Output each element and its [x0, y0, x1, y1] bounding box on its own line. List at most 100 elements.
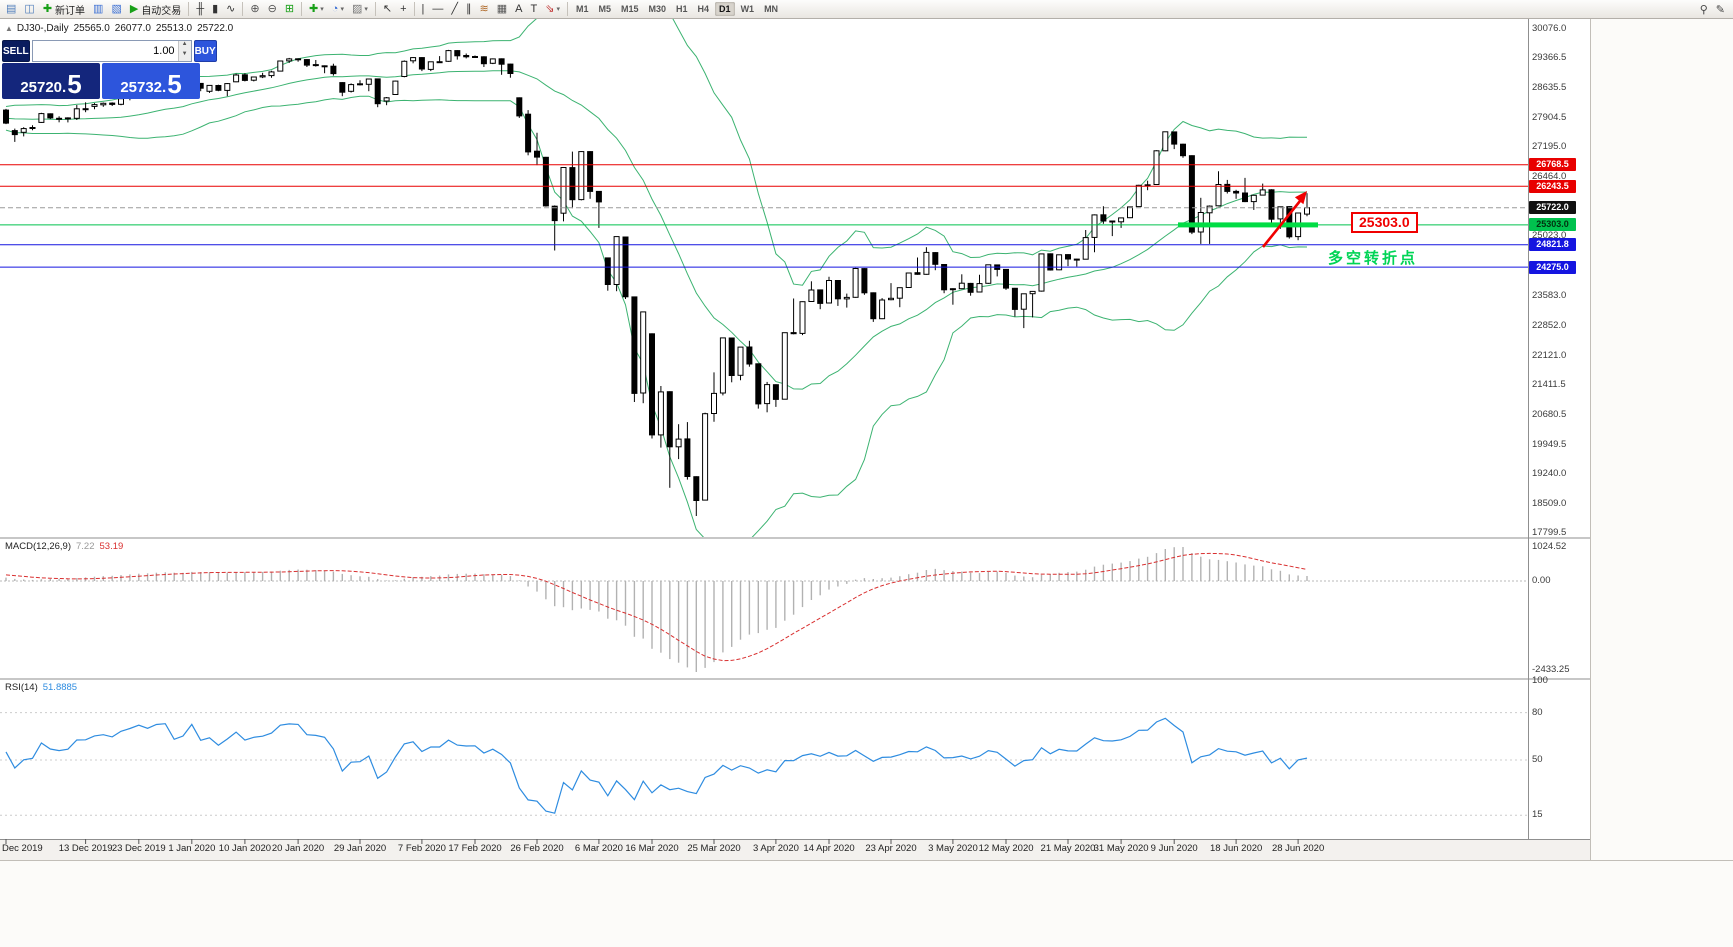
- chart-canvas[interactable]: [0, 0, 1733, 862]
- timeframe-m1-button[interactable]: M1: [575, 4, 589, 14]
- label-icon[interactable]: T: [527, 1, 540, 17]
- candle-down: [463, 55, 470, 58]
- candle-down: [1109, 220, 1116, 223]
- candle-up: [1135, 184, 1142, 208]
- support-thick-line[interactable]: [1178, 222, 1318, 228]
- candle-up: [923, 251, 930, 275]
- line-chart-icon[interactable]: ∿: [223, 1, 238, 17]
- candle-up: [268, 71, 275, 77]
- arrows-dropdown-arrow[interactable]: ▾: [556, 6, 560, 13]
- candle-down: [516, 97, 523, 117]
- one-click-price-row: 25720. 5 25732. 5: [2, 63, 200, 99]
- price-plot: [3, 19, 1310, 537]
- bar-chart-icon[interactable]: ╫: [193, 1, 207, 17]
- profiles-icon-icon: ▧: [111, 3, 122, 15]
- one-click-collapse-toggle[interactable]: ▲: [5, 24, 13, 33]
- channel-icon[interactable]: ∥: [463, 1, 475, 17]
- candle-down: [330, 65, 337, 75]
- vertical-line-icon[interactable]: |: [419, 1, 428, 17]
- templates-dropdown-arrow[interactable]: ▾: [364, 6, 368, 13]
- edit-icon[interactable]: ✎: [1713, 2, 1728, 18]
- candle-up: [20, 128, 27, 133]
- turning-point-note[interactable]: 多空转折点: [1328, 250, 1419, 267]
- buy-button[interactable]: BUY: [193, 40, 217, 62]
- candle-down: [1171, 131, 1178, 145]
- timeframe-m30-button[interactable]: M30: [648, 4, 667, 14]
- volume-decrease-arrow[interactable]: ▼: [178, 51, 191, 61]
- periods-icon[interactable]: ◔ ▾: [329, 1, 347, 17]
- fibonacci-icon[interactable]: ≋: [477, 1, 492, 17]
- crosshair-icon[interactable]: +: [397, 1, 409, 17]
- search-icon[interactable]: ⚲: [1697, 2, 1711, 18]
- timeframe-w1-button[interactable]: W1: [740, 4, 755, 14]
- charts-list-icon[interactable]: ▥: [90, 1, 106, 17]
- shapes-icon[interactable]: ▦: [494, 1, 510, 17]
- candle-up: [781, 332, 788, 400]
- candle-down: [755, 363, 762, 405]
- candle-up: [118, 98, 124, 105]
- sell-price[interactable]: 25720. 5: [2, 63, 100, 99]
- candle-down: [834, 280, 841, 300]
- timeframe-mn-button[interactable]: MN: [764, 4, 779, 14]
- candle-up: [888, 297, 894, 301]
- candle-up: [1091, 214, 1098, 238]
- candle-up: [1277, 206, 1284, 220]
- one-click-trading-panel: SELL ▲▼ BUY 25720.5 25732.5: [2, 40, 217, 99]
- candle-down: [631, 296, 638, 394]
- horizontal-line-icon[interactable]: —: [429, 1, 446, 17]
- candle-up: [233, 74, 240, 83]
- candle-up: [702, 413, 709, 501]
- up-trend-arrow[interactable]: [1261, 200, 1302, 248]
- candle-up: [1029, 290, 1036, 295]
- zoom-in-icon[interactable]: ⊕: [247, 1, 262, 17]
- chart-window-icon[interactable]: ◫: [21, 1, 37, 17]
- candle-up: [489, 58, 496, 64]
- timeframe-h4-button[interactable]: H4: [697, 4, 710, 14]
- candle-up: [640, 311, 647, 394]
- timeframe-m15-button[interactable]: M15: [620, 4, 639, 14]
- profiles-icon[interactable]: ▧: [108, 1, 124, 17]
- new-order-button[interactable]: ✚ 新订单: [40, 1, 88, 17]
- tile-windows-icon[interactable]: ⊞: [282, 1, 297, 17]
- timeframe-d1-button[interactable]: D1: [715, 2, 735, 16]
- candlestick-chart-icon[interactable]: ▮: [209, 1, 221, 17]
- candle-up: [401, 60, 408, 77]
- templates-icon[interactable]: ▨ ▾: [349, 1, 371, 17]
- candle-up: [286, 58, 293, 62]
- time-axis[interactable]: [0, 840, 1590, 861]
- candle-down: [914, 272, 921, 275]
- zoom-out-icon[interactable]: ⊖: [265, 1, 280, 17]
- candle-down: [109, 102, 116, 105]
- periods-dropdown-arrow[interactable]: ▾: [340, 6, 344, 13]
- auto-trading-button[interactable]: ▶ 自动交易: [127, 1, 184, 17]
- right-empty-panel: [1591, 19, 1733, 860]
- trendline-icon[interactable]: ╱: [448, 1, 461, 17]
- candle-down: [303, 59, 310, 66]
- toolbar-separator: [413, 2, 415, 16]
- channel-icon-icon: ∥: [466, 3, 472, 15]
- indicators-dropdown-arrow[interactable]: ▾: [320, 6, 324, 13]
- candle-up: [259, 75, 266, 78]
- buy-price[interactable]: 25732. 5: [102, 63, 200, 99]
- price-callout-label[interactable]: 25303.0: [1351, 212, 1418, 233]
- timeframe-m5-button[interactable]: M5: [598, 4, 611, 14]
- candle-up: [365, 78, 372, 85]
- text-icon-icon: A: [515, 3, 523, 15]
- candle-down: [1180, 143, 1186, 157]
- arrows-icon[interactable]: ⇘ ▾: [542, 1, 563, 17]
- candle-up: [82, 108, 89, 111]
- volume-input[interactable]: [32, 41, 178, 61]
- text-icon[interactable]: A: [512, 1, 525, 17]
- new-chart-icon[interactable]: ▤: [3, 1, 19, 17]
- timeframe-h1-button[interactable]: H1: [676, 4, 688, 14]
- candle-up: [1056, 254, 1063, 271]
- indicators-icon[interactable]: ✚ ▾: [306, 1, 327, 17]
- candle-down: [436, 61, 443, 64]
- volume-increase-arrow[interactable]: ▲: [178, 41, 191, 51]
- candle-up: [1082, 237, 1089, 260]
- candle-down: [1065, 254, 1071, 260]
- cursor-icon[interactable]: ↖: [380, 1, 395, 17]
- sell-button[interactable]: SELL: [2, 40, 30, 62]
- candle-up: [657, 391, 664, 436]
- candle-down: [1286, 206, 1293, 238]
